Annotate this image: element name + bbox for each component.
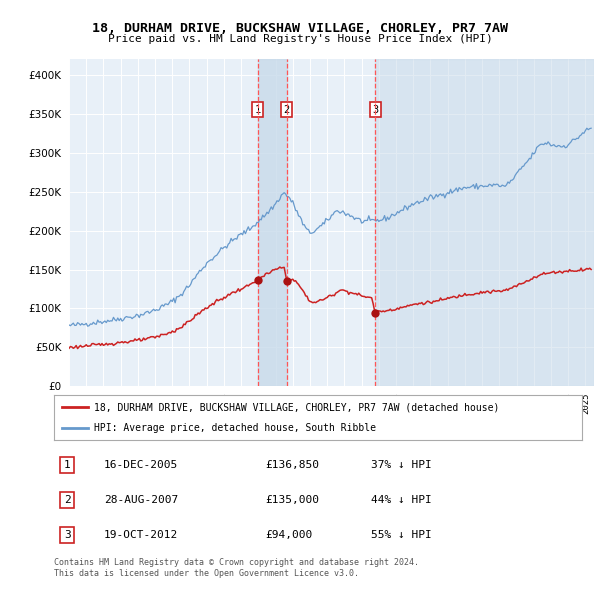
Text: Price paid vs. HM Land Registry's House Price Index (HPI): Price paid vs. HM Land Registry's House … xyxy=(107,34,493,44)
Text: 18, DURHAM DRIVE, BUCKSHAW VILLAGE, CHORLEY, PR7 7AW (detached house): 18, DURHAM DRIVE, BUCKSHAW VILLAGE, CHOR… xyxy=(94,402,499,412)
Text: £136,850: £136,850 xyxy=(265,460,319,470)
Text: £94,000: £94,000 xyxy=(265,530,313,540)
Text: 44% ↓ HPI: 44% ↓ HPI xyxy=(371,495,431,505)
Text: 19-OCT-2012: 19-OCT-2012 xyxy=(104,530,178,540)
Text: 16-DEC-2005: 16-DEC-2005 xyxy=(104,460,178,470)
Text: 3: 3 xyxy=(372,104,379,114)
Text: 18, DURHAM DRIVE, BUCKSHAW VILLAGE, CHORLEY, PR7 7AW: 18, DURHAM DRIVE, BUCKSHAW VILLAGE, CHOR… xyxy=(92,22,508,35)
Text: 2: 2 xyxy=(284,104,290,114)
Text: Contains HM Land Registry data © Crown copyright and database right 2024.: Contains HM Land Registry data © Crown c… xyxy=(54,558,419,566)
Text: 55% ↓ HPI: 55% ↓ HPI xyxy=(371,530,431,540)
Text: 1: 1 xyxy=(64,460,71,470)
Text: This data is licensed under the Open Government Licence v3.0.: This data is licensed under the Open Gov… xyxy=(54,569,359,578)
Text: 3: 3 xyxy=(64,530,71,540)
Text: 1: 1 xyxy=(254,104,261,114)
Text: HPI: Average price, detached house, South Ribble: HPI: Average price, detached house, Sout… xyxy=(94,424,376,434)
Text: 2: 2 xyxy=(64,495,71,505)
Bar xyxy=(257,59,287,386)
Text: 28-AUG-2007: 28-AUG-2007 xyxy=(104,495,178,505)
Bar xyxy=(376,59,594,386)
Text: 37% ↓ HPI: 37% ↓ HPI xyxy=(371,460,431,470)
Text: £135,000: £135,000 xyxy=(265,495,319,505)
